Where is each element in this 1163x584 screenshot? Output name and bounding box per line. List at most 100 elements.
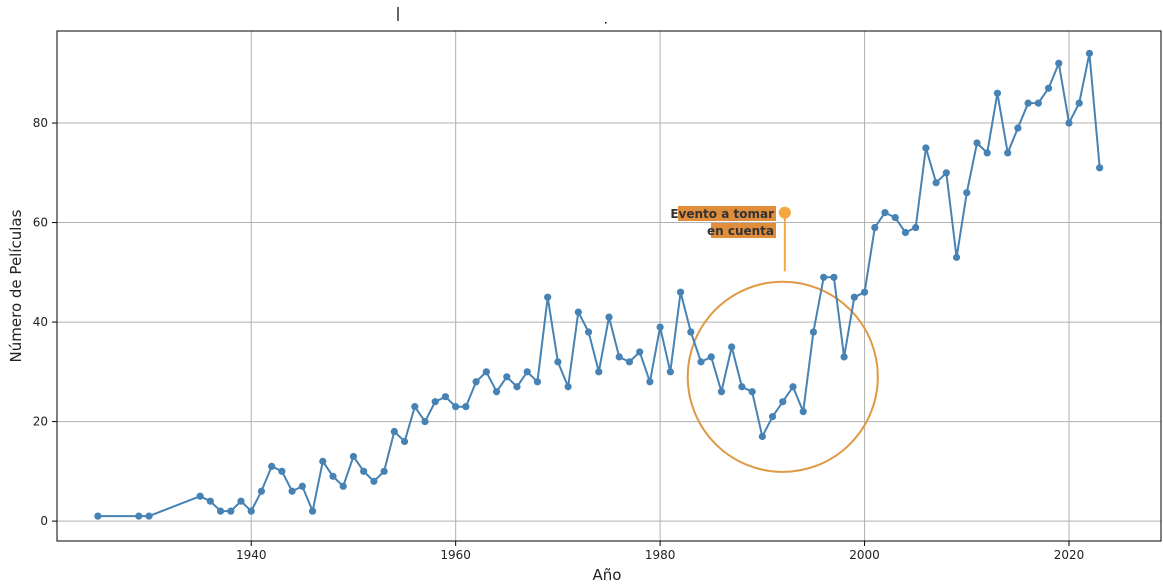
y-tick-label: 0 xyxy=(40,514,48,528)
data-point xyxy=(135,512,143,520)
data-point xyxy=(891,213,899,222)
data-point xyxy=(963,189,971,197)
data-point xyxy=(196,492,204,500)
data-point xyxy=(789,383,797,391)
data-point xyxy=(94,512,102,520)
data-point xyxy=(544,293,552,301)
data-point xyxy=(707,353,715,361)
data-point xyxy=(411,403,419,411)
data-point xyxy=(871,223,879,232)
data-point xyxy=(758,432,766,441)
highlight-circle xyxy=(686,280,879,473)
data-point xyxy=(728,343,736,351)
data-point xyxy=(1034,99,1042,107)
data-point xyxy=(625,358,634,366)
x-tick-label: 1940 xyxy=(236,548,267,562)
data-point xyxy=(1044,84,1053,92)
axis-ticks: 1940 1960 1980 2000 2020 0 20 40 60 80 xyxy=(33,116,1085,562)
data-point xyxy=(145,512,153,520)
data-point xyxy=(513,383,521,391)
data-point xyxy=(216,507,225,515)
data-point xyxy=(717,388,726,396)
annotation-text-line1: Evento a tomar xyxy=(670,207,774,221)
data-point xyxy=(1024,99,1032,107)
data-point xyxy=(666,368,674,376)
data-point xyxy=(288,487,296,495)
data-point xyxy=(564,383,572,391)
data-point xyxy=(830,273,838,281)
data-point xyxy=(676,288,685,296)
y-tick-label: 80 xyxy=(33,116,48,130)
annotation-marker-group xyxy=(778,206,791,219)
data-point xyxy=(983,149,991,157)
data-point xyxy=(257,487,266,495)
annotation-group: Evento a tomar en cuenta xyxy=(670,206,879,473)
data-point xyxy=(206,497,214,505)
data-point xyxy=(738,383,746,391)
data-point xyxy=(1065,119,1073,127)
annotation-text-line2: en cuenta xyxy=(707,224,774,238)
data-point xyxy=(595,368,603,376)
y-tick-label: 40 xyxy=(33,315,48,329)
data-point xyxy=(360,467,368,475)
data-point xyxy=(584,328,593,336)
data-point xyxy=(482,368,490,376)
data-point xyxy=(523,368,531,376)
data-point xyxy=(615,353,623,361)
data-point xyxy=(278,467,286,475)
data-point xyxy=(268,462,276,470)
data-point xyxy=(319,457,327,465)
data-point xyxy=(441,393,450,401)
data-point xyxy=(533,378,542,386)
data-point xyxy=(687,328,695,336)
data-point xyxy=(1014,124,1022,132)
data-point xyxy=(247,507,255,515)
data-point xyxy=(646,378,654,386)
data-point xyxy=(1096,164,1104,172)
data-point xyxy=(349,452,358,461)
data-point xyxy=(400,437,409,446)
data-point xyxy=(697,358,705,366)
data-point xyxy=(329,472,337,480)
data-point xyxy=(1004,149,1012,157)
x-tick-label: 1980 xyxy=(645,548,676,562)
annotation-marker xyxy=(778,206,791,219)
y-axis-title: Número de Películas xyxy=(7,209,25,362)
top-artifact-dot xyxy=(605,22,607,24)
data-point xyxy=(492,388,501,396)
data-point xyxy=(656,323,664,331)
data-point xyxy=(922,144,930,152)
x-tick-label: 2000 xyxy=(849,548,880,562)
data-point xyxy=(431,398,439,406)
data-point xyxy=(973,139,981,147)
data-point xyxy=(840,353,848,361)
data-point xyxy=(237,497,245,505)
y-tick-label: 20 xyxy=(33,415,48,429)
data-point xyxy=(1055,59,1063,67)
data-point xyxy=(308,507,317,515)
annotation-box-line2 xyxy=(711,223,776,238)
data-point xyxy=(574,308,582,316)
series-points xyxy=(94,49,1104,520)
data-point xyxy=(768,413,777,421)
data-point xyxy=(503,373,511,381)
data-point xyxy=(912,223,920,232)
data-point xyxy=(993,89,1002,97)
data-point xyxy=(380,467,388,475)
data-point xyxy=(820,273,828,281)
data-point xyxy=(554,358,562,366)
data-point xyxy=(860,288,869,296)
data-point xyxy=(942,169,950,177)
y-tick-label: 60 xyxy=(33,216,48,230)
data-point xyxy=(298,482,306,490)
x-tick-label: 2020 xyxy=(1054,548,1085,562)
data-point xyxy=(462,403,470,411)
data-point xyxy=(370,477,378,485)
data-point xyxy=(901,228,910,237)
data-point xyxy=(809,328,818,336)
data-point xyxy=(421,417,429,426)
data-point xyxy=(952,253,961,261)
data-point xyxy=(605,313,613,321)
data-point xyxy=(472,378,480,386)
data-point xyxy=(881,209,889,217)
